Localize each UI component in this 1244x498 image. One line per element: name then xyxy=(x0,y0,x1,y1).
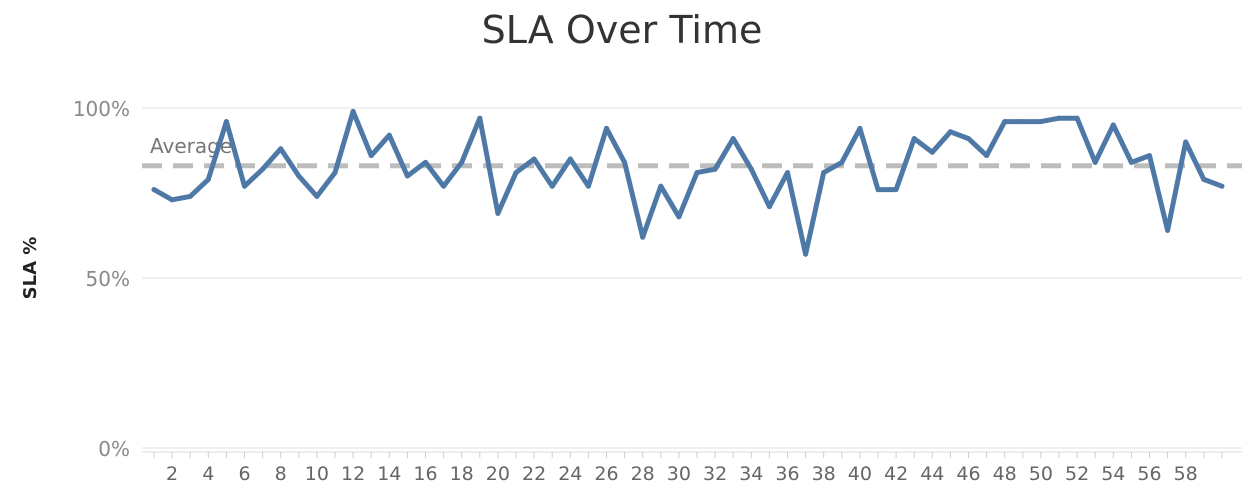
x-tick-label: 20 xyxy=(486,463,510,485)
data-point xyxy=(459,159,465,165)
data-point xyxy=(495,210,501,216)
data-point xyxy=(242,183,247,189)
y-tick-label: 100% xyxy=(73,97,130,121)
data-point xyxy=(404,173,410,179)
x-tick-label: 52 xyxy=(1065,463,1089,485)
x-tick-label: 30 xyxy=(667,463,691,485)
data-point xyxy=(911,136,917,142)
data-point xyxy=(205,176,211,182)
data-point xyxy=(1074,115,1080,121)
x-tick-label: 18 xyxy=(450,463,474,485)
x-tick-label: 22 xyxy=(522,463,546,485)
data-point xyxy=(1219,183,1225,189)
data-point xyxy=(260,166,266,172)
data-point xyxy=(1201,176,1207,182)
data-point xyxy=(332,170,338,176)
chart-title: SLA Over Time xyxy=(481,8,763,52)
data-point xyxy=(839,159,845,165)
data-point xyxy=(585,183,591,189)
data-point xyxy=(785,170,790,176)
data-point xyxy=(567,156,573,162)
data-point xyxy=(296,173,302,179)
data-point xyxy=(1128,159,1134,165)
x-tick-label: 50 xyxy=(1029,463,1053,485)
data-point xyxy=(1020,119,1026,125)
x-tick-label: 40 xyxy=(848,463,872,485)
data-point xyxy=(531,156,537,162)
x-tick-label: 8 xyxy=(275,463,287,485)
x-tick-label: 58 xyxy=(1174,463,1198,485)
data-point xyxy=(368,153,374,159)
x-tick-label: 34 xyxy=(739,463,763,485)
data-point xyxy=(966,136,971,142)
x-tick-label: 26 xyxy=(594,463,618,485)
x-tick-label: 4 xyxy=(202,463,214,485)
x-tick-label: 16 xyxy=(413,463,437,485)
x-tick-label: 2 xyxy=(166,463,178,485)
data-point xyxy=(984,153,990,159)
data-point xyxy=(1092,159,1098,165)
data-point xyxy=(1147,153,1152,159)
data-point xyxy=(441,183,447,189)
x-tick-label: 24 xyxy=(558,463,582,485)
data-point xyxy=(803,251,809,257)
data-point xyxy=(314,193,320,199)
data-point xyxy=(513,170,519,176)
data-point xyxy=(622,159,628,165)
data-point xyxy=(223,119,229,125)
data-point xyxy=(151,187,157,193)
data-point xyxy=(350,108,356,114)
data-point xyxy=(278,146,284,152)
data-point xyxy=(1110,122,1116,128)
x-tick-label: 10 xyxy=(305,463,329,485)
data-point xyxy=(423,159,428,165)
data-point xyxy=(947,129,953,135)
x-tick-label: 48 xyxy=(993,463,1017,485)
x-tick-label: 36 xyxy=(775,463,799,485)
data-point xyxy=(1002,119,1008,125)
x-tick-label: 56 xyxy=(1137,463,1161,485)
data-point xyxy=(1183,139,1189,145)
x-tick-label: 38 xyxy=(812,463,836,485)
data-point xyxy=(1038,119,1044,125)
data-point xyxy=(893,187,899,193)
data-point xyxy=(386,132,392,138)
data-point xyxy=(766,204,772,210)
data-point xyxy=(1056,115,1062,121)
data-point xyxy=(549,183,555,189)
data-point xyxy=(676,214,682,220)
data-point xyxy=(929,149,935,155)
data-point xyxy=(640,234,646,240)
x-tick-label: 28 xyxy=(631,463,655,485)
data-point xyxy=(712,166,718,172)
x-tick-label: 42 xyxy=(884,463,908,485)
data-point xyxy=(875,187,881,193)
data-point xyxy=(658,183,664,189)
data-point xyxy=(604,125,609,131)
data-point xyxy=(857,125,863,131)
data-point xyxy=(477,115,483,121)
x-tick-label: 14 xyxy=(377,463,401,485)
y-tick-label: 0% xyxy=(98,437,130,461)
x-tick-label: 12 xyxy=(341,463,365,485)
data-point xyxy=(1165,227,1171,233)
x-tick-label: 6 xyxy=(238,463,250,485)
data-point xyxy=(821,170,827,176)
series-line xyxy=(151,108,1225,257)
y-tick-label: 50% xyxy=(86,267,130,291)
data-point xyxy=(187,193,193,199)
x-tick-label: 46 xyxy=(956,463,980,485)
data-point xyxy=(169,197,175,203)
data-point xyxy=(694,170,700,176)
x-tick-label: 32 xyxy=(703,463,727,485)
data-point xyxy=(730,136,736,142)
data-point xyxy=(748,166,754,172)
x-tick-label: 54 xyxy=(1101,463,1125,485)
x-tick-label: 44 xyxy=(920,463,944,485)
